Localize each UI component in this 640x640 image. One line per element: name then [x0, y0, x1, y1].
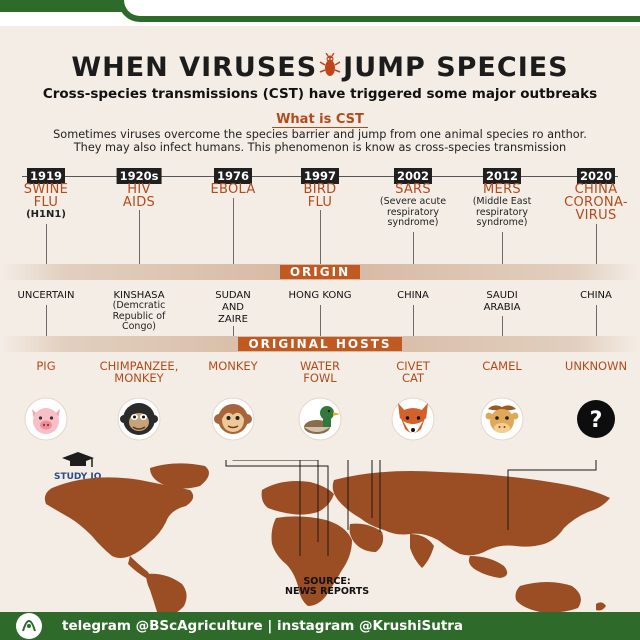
connector-origin-3	[233, 326, 234, 336]
connector-hiv	[299, 460, 301, 556]
central-america	[128, 556, 150, 578]
origin-connectors	[225, 460, 597, 556]
virus-hiv-aids: HIV AIDS	[122, 182, 156, 210]
virus-detail-sars: (Severe acute respiratory syndrome)	[379, 196, 447, 228]
title-left: WHEN VIRUSES	[71, 52, 318, 83]
studyiq-text: STUDY IQ	[54, 472, 102, 482]
civet-icon	[391, 397, 435, 441]
footer-bar	[0, 612, 640, 640]
page-title: WHEN VIRUSES JUMP SPECIES	[0, 52, 640, 83]
origin-saudi-arabia: SAUDI ARABIA	[483, 290, 521, 313]
connector-1976	[233, 198, 234, 264]
new-zealand	[596, 602, 606, 611]
host-chimpanzee-monkey: CHIMPANZEE, MONKEY	[99, 359, 179, 385]
greenland	[150, 463, 209, 489]
footer-social-links[interactable]: telegram @BScAgriculture | instagram @Kr…	[62, 618, 464, 634]
top-frame	[0, 0, 640, 26]
origin-uncertain: UNCERTAIN	[17, 290, 75, 301]
chimpanzee-icon	[117, 397, 161, 441]
origin-china-sars: CHINA	[397, 290, 429, 301]
title-right: JUMP SPECIES	[343, 52, 569, 83]
host-unknown: UNKNOWN	[564, 359, 628, 373]
origin-detail-drc: (Demcratic Republic of Congo)	[112, 300, 166, 332]
virus-bird-flu: BIRD FLU	[303, 182, 337, 210]
virus-ebola: EBOLA	[210, 182, 256, 197]
virus-detail-mers: (Middle East respiratory syndrome)	[472, 196, 532, 228]
year-2012: 2012	[482, 168, 522, 184]
connector-1997	[320, 210, 321, 264]
africa	[271, 516, 352, 606]
connector-mers	[379, 460, 381, 532]
connector-origin-6	[502, 316, 503, 336]
virus-mers: MERS	[483, 182, 521, 197]
host-monkey: MONKEY	[208, 359, 258, 373]
host-pig: PIG	[36, 359, 56, 373]
monkey-icon	[211, 397, 255, 441]
north-america	[44, 477, 194, 558]
south-america	[146, 573, 187, 615]
year-1919: 1919	[26, 168, 66, 184]
india	[410, 534, 434, 568]
connector-origin-7	[596, 305, 597, 336]
year-1920s: 1920s	[116, 168, 162, 184]
duck-icon	[298, 397, 342, 441]
connector-1920s	[139, 210, 140, 264]
virus-detail-h1n1: (H1N1)	[26, 209, 66, 220]
connector-1919	[46, 224, 47, 264]
connector-2012	[502, 232, 503, 264]
connector-bird-flu	[347, 460, 349, 530]
virus-china-coronavirus: CHINA CORONA- VIRUS	[564, 182, 628, 223]
source-note: SOURCE: NEWS REPORTS	[285, 576, 370, 597]
connector-origin-4	[320, 305, 321, 336]
arabia	[349, 523, 384, 552]
connector-2002	[413, 232, 414, 264]
question-icon: ?	[577, 400, 615, 438]
top-frame-tab	[118, 0, 640, 22]
origin-hong-kong: HONG KONG	[288, 290, 352, 301]
asia	[332, 471, 610, 556]
host-civet-cat: CIVET CAT	[396, 359, 430, 385]
host-water-fowl: WATER FOWL	[300, 359, 340, 385]
europe	[261, 481, 334, 515]
world-map	[44, 460, 610, 615]
cst-heading: What is CST	[0, 112, 640, 128]
origin-china-covid: CHINA	[580, 290, 612, 301]
cst-description: Sometimes viruses overcome the species b…	[53, 128, 587, 154]
brand-logo-icon	[16, 613, 42, 639]
hosts-label: ORIGINAL HOSTS	[0, 336, 640, 352]
southeast-asia	[468, 556, 508, 578]
year-1997: 1997	[300, 168, 340, 184]
virus-bug-icon	[319, 53, 341, 76]
connector-covid	[507, 460, 597, 530]
virus-swine-flu: SWINE FLU	[23, 182, 69, 210]
connector-ebola-a	[232, 460, 319, 542]
virus-sars: SARS	[395, 182, 431, 197]
camel-icon	[480, 397, 524, 441]
connector-2020	[596, 224, 597, 264]
australia	[515, 582, 581, 613]
connector-origin-5	[413, 305, 414, 336]
year-2002: 2002	[393, 168, 433, 184]
unknown-mark: ?	[590, 408, 603, 433]
origin-label: ORIGIN	[0, 264, 640, 280]
pig-icon	[24, 397, 68, 441]
studyiq-logo: STUDY IQ	[54, 452, 102, 482]
connector-ebola-b	[225, 460, 329, 556]
origin-kinshasa: KINSHASA	[113, 290, 165, 301]
connector-origin-1	[46, 305, 47, 336]
continents	[44, 463, 610, 615]
subtitle: Cross-species transmissions (CST) have t…	[42, 86, 598, 102]
origin-sudan-zaire: SUDAN AND ZAIRE	[215, 290, 251, 325]
year-1976: 1976	[213, 168, 253, 184]
connector-sars	[371, 460, 373, 518]
host-camel: CAMEL	[482, 359, 522, 373]
year-2020: 2020	[576, 168, 616, 184]
